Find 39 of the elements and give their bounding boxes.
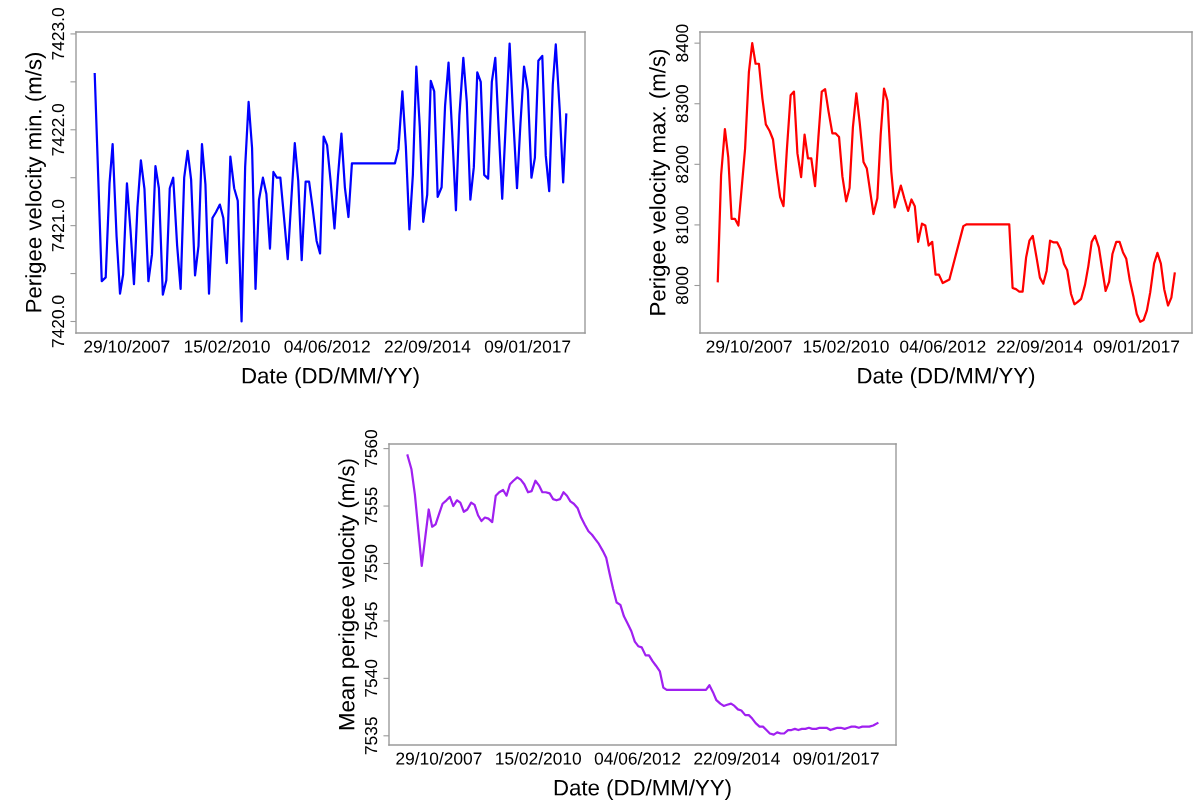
x-tick-label: 09/01/2017	[1093, 339, 1180, 353]
y-tick-label: 8300	[675, 85, 689, 123]
x-tick-label: 04/06/2012	[284, 339, 370, 353]
x-tick-label: 22/09/2014	[694, 751, 780, 765]
y-tick-label: 7535	[364, 717, 378, 755]
y-axis-title: Perigee velocity min. (m/s)	[25, 52, 46, 312]
x-tick-label: 09/01/2017	[484, 339, 571, 353]
x-tick-label: 29/10/2007	[396, 751, 482, 765]
y-tick-label: 7422.0	[51, 103, 65, 156]
x-tick-label: 04/06/2012	[594, 751, 681, 765]
y-tick-label: 7545	[365, 602, 378, 640]
x-tick-label: 15/02/2010	[803, 339, 889, 353]
y-tick-label: 7420.0	[51, 295, 65, 348]
y-tick-label: 7560	[364, 429, 378, 468]
x-tick-label: 29/10/2007	[84, 339, 170, 353]
x-tick-label: 04/06/2012	[900, 339, 986, 353]
x-tick-label: 22/09/2014	[384, 339, 471, 353]
x-axis-title: Date (DD/MM/YY)	[554, 779, 731, 800]
y-tick-label: 7550	[364, 544, 378, 582]
x-axis-title: Date (DD/MM/YY)	[242, 367, 419, 388]
x-tick-label: 09/01/2017	[793, 751, 879, 765]
line-series	[406, 454, 879, 736]
x-tick-label: 22/09/2014	[997, 339, 1083, 353]
x-tick-label: 15/02/2010	[184, 339, 270, 353]
x-tick-label: 15/02/2010	[496, 751, 581, 765]
y-axis-title: Perigee velocity max. (m/s)	[649, 49, 670, 315]
x-axis-title: Date (DD/MM/YY)	[858, 367, 1035, 388]
y-tick-label: 7555	[365, 487, 378, 525]
line-series	[716, 42, 1176, 323]
y-tick-label: 8200	[675, 145, 689, 183]
y-tick-label: 8100	[675, 206, 689, 244]
y-axis-title: Mean perigee velocity (m/s)	[338, 459, 359, 730]
x-tick-label: 29/10/2007	[706, 339, 792, 353]
y-tick-label: 7540	[364, 659, 378, 697]
line-series	[93, 42, 568, 323]
y-tick-label: 8400	[675, 24, 689, 62]
y-tick-label: 8000	[675, 266, 689, 305]
y-tick-label: 7421.0	[51, 199, 65, 252]
y-tick-label: 7423.0	[51, 8, 65, 60]
